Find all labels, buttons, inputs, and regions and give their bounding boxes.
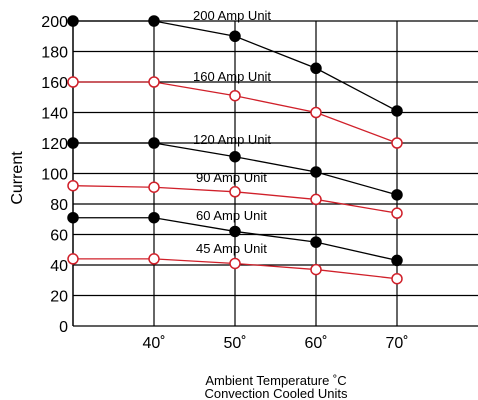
grid xyxy=(72,20,478,327)
data-point xyxy=(391,105,403,117)
series-label: 120 Amp Unit xyxy=(193,132,271,147)
data-point xyxy=(148,76,160,88)
data-point xyxy=(148,15,160,27)
data-point xyxy=(310,263,322,276)
data-point xyxy=(391,207,403,219)
x-tick-label: 60˚ xyxy=(304,335,327,352)
data-point xyxy=(229,225,241,238)
y-tick-label: 40 xyxy=(50,258,68,275)
series-label: 90 Amp Unit xyxy=(196,170,267,185)
data-point xyxy=(229,150,241,163)
data-point xyxy=(67,179,79,192)
x-tick-label: 70˚ xyxy=(385,335,408,352)
data-point xyxy=(229,257,241,270)
y-tick-label: 80 xyxy=(50,197,68,214)
y-tick-label: 60 xyxy=(50,228,68,245)
series-label: 160 Amp Unit xyxy=(193,69,271,84)
data-point xyxy=(148,181,160,193)
data-point xyxy=(310,106,322,119)
series-label: 200 Amp Unit xyxy=(193,8,271,23)
y-tick-label: 160 xyxy=(41,75,68,92)
data-point xyxy=(229,30,241,42)
data-point xyxy=(148,253,160,265)
data-point xyxy=(310,193,322,206)
data-point xyxy=(229,89,241,102)
x-axis-label-subtitle: Convection Cooled Units xyxy=(204,386,348,400)
data-point xyxy=(310,166,322,178)
data-point xyxy=(67,253,79,265)
data-point xyxy=(310,62,322,75)
y-axis-label: Current xyxy=(9,151,26,205)
data-point xyxy=(391,272,403,285)
data-point xyxy=(229,186,241,198)
series-labels: 200 Amp Unit 160 Amp Unit 120 Amp Unit 90 A… xyxy=(193,8,271,256)
y-tick-label: 140 xyxy=(41,106,68,123)
data-point xyxy=(148,137,160,149)
data-point xyxy=(391,254,403,267)
y-axis: 0 20 40 60 80 100 120 140 160 180 200 xyxy=(41,14,68,336)
data-point xyxy=(310,236,322,248)
y-tick-label: 100 xyxy=(41,167,68,184)
y-tick-label: 120 xyxy=(41,136,68,153)
y-tick-label: 0 xyxy=(59,319,68,336)
x-tick-label: 50˚ xyxy=(223,335,246,352)
x-axis-label: Ambient Temperature ˚C xyxy=(205,373,346,388)
series-points xyxy=(67,15,403,285)
y-tick-label: 180 xyxy=(41,45,68,62)
data-point xyxy=(67,76,79,88)
x-axis: 40˚ 50˚ 60˚ 70˚ xyxy=(142,335,408,352)
data-point xyxy=(67,15,79,27)
data-point xyxy=(67,137,79,149)
data-point xyxy=(391,189,403,201)
series-label: 60 Amp Unit xyxy=(196,208,267,223)
y-tick-label: 20 xyxy=(50,289,68,306)
data-point xyxy=(391,137,403,149)
data-point xyxy=(148,211,160,224)
data-point xyxy=(67,211,79,224)
series-label: 45 Amp Unit xyxy=(196,241,267,256)
y-tick-label: 200 xyxy=(41,14,68,31)
x-tick-label: 40˚ xyxy=(142,335,165,352)
